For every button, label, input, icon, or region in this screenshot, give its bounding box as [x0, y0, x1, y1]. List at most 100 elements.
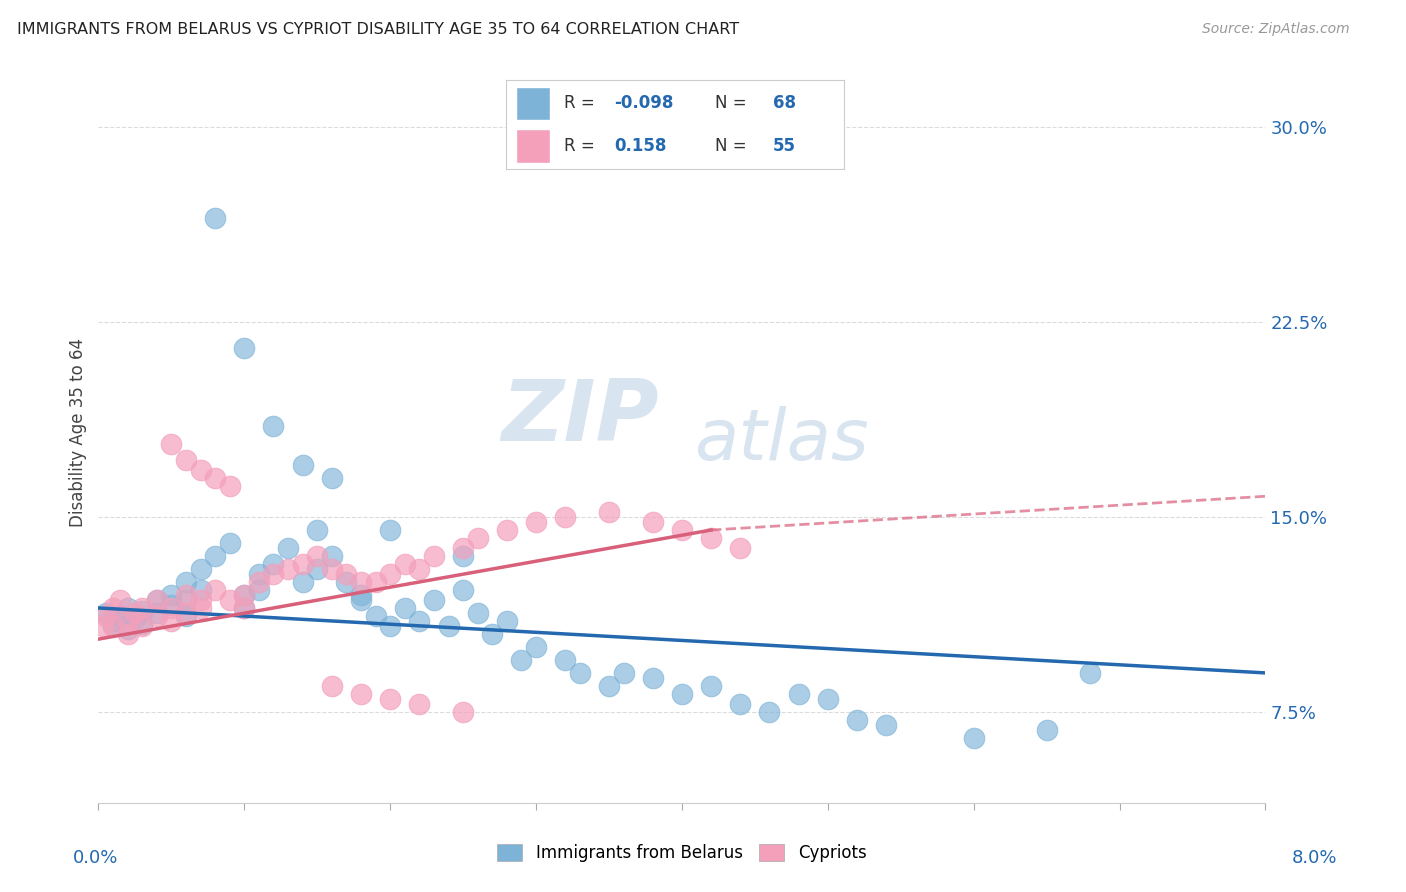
Point [554, 653, 576, 667]
Point [335, 574, 357, 589]
Point [247, 582, 270, 597]
Point [94, 608, 117, 623]
Point [190, 463, 212, 477]
Point [146, 606, 169, 620]
Text: 0.158: 0.158 [614, 137, 666, 155]
Point [817, 692, 839, 706]
Point [218, 479, 240, 493]
Point [131, 603, 153, 617]
Point [117, 614, 139, 628]
Point [218, 593, 240, 607]
Point [101, 619, 124, 633]
Point [321, 549, 343, 563]
Point [190, 562, 212, 576]
Point [307, 549, 329, 563]
Point [174, 453, 197, 467]
Point [174, 574, 197, 589]
Point [700, 531, 723, 545]
Point [350, 588, 373, 602]
Text: 8.0%: 8.0% [1292, 849, 1337, 867]
Point [110, 608, 132, 623]
Point [364, 608, 387, 623]
Point [641, 671, 664, 685]
Point [321, 679, 343, 693]
Point [394, 557, 416, 571]
Point [131, 616, 153, 631]
Point [160, 601, 183, 615]
Point [380, 619, 402, 633]
Point [730, 697, 752, 711]
Point [174, 593, 197, 607]
Point [1035, 723, 1057, 737]
Point [277, 562, 299, 576]
Point [321, 562, 343, 576]
Point [671, 687, 693, 701]
Point [598, 679, 620, 693]
Point [496, 614, 519, 628]
Point [598, 505, 620, 519]
Text: IMMIGRANTS FROM BELARUS VS CYPRIOT DISABILITY AGE 35 TO 64 CORRELATION CHART: IMMIGRANTS FROM BELARUS VS CYPRIOT DISAB… [17, 22, 740, 37]
Point [875, 718, 897, 732]
Point [262, 567, 284, 582]
Point [117, 622, 139, 636]
Point [451, 705, 474, 719]
Point [408, 614, 430, 628]
Point [247, 574, 270, 589]
Point [335, 567, 357, 582]
Point [496, 523, 519, 537]
Point [117, 627, 139, 641]
Point [423, 593, 446, 607]
Point [962, 731, 984, 745]
Point [131, 619, 153, 633]
Point [554, 510, 576, 524]
Point [160, 599, 183, 613]
Point [131, 601, 153, 615]
Point [291, 458, 314, 472]
Point [233, 588, 256, 602]
FancyBboxPatch shape [516, 129, 550, 163]
Point [612, 665, 634, 680]
Text: R =: R = [564, 137, 605, 155]
Point [380, 523, 402, 537]
Point [467, 606, 489, 620]
Text: N =: N = [716, 137, 752, 155]
Point [394, 601, 416, 615]
Point [218, 536, 240, 550]
Point [451, 582, 474, 597]
Text: ZIP: ZIP [501, 376, 658, 459]
Point [233, 588, 256, 602]
Point [146, 608, 169, 623]
Point [233, 601, 256, 615]
Point [787, 687, 810, 701]
Point [408, 697, 430, 711]
Point [277, 541, 299, 556]
Legend: Immigrants from Belarus, Cypriots: Immigrants from Belarus, Cypriots [491, 837, 873, 869]
Point [146, 593, 169, 607]
Point [671, 523, 693, 537]
Point [510, 653, 533, 667]
Point [568, 665, 591, 680]
Point [307, 562, 329, 576]
Point [423, 549, 446, 563]
Point [408, 562, 430, 576]
Point [101, 601, 124, 615]
Point [481, 627, 503, 641]
Point [262, 419, 284, 434]
Point [451, 549, 474, 563]
Point [190, 582, 212, 597]
Point [101, 619, 124, 633]
Point [524, 515, 547, 529]
Point [641, 515, 664, 529]
Point [451, 541, 474, 556]
Point [190, 593, 212, 607]
Text: 0.0%: 0.0% [73, 849, 118, 867]
Text: -0.098: -0.098 [614, 95, 673, 112]
Point [160, 614, 183, 628]
Point [730, 541, 752, 556]
Point [146, 593, 169, 607]
Point [204, 211, 226, 226]
Point [247, 567, 270, 582]
Point [321, 471, 343, 485]
Point [700, 679, 723, 693]
Point [233, 601, 256, 615]
